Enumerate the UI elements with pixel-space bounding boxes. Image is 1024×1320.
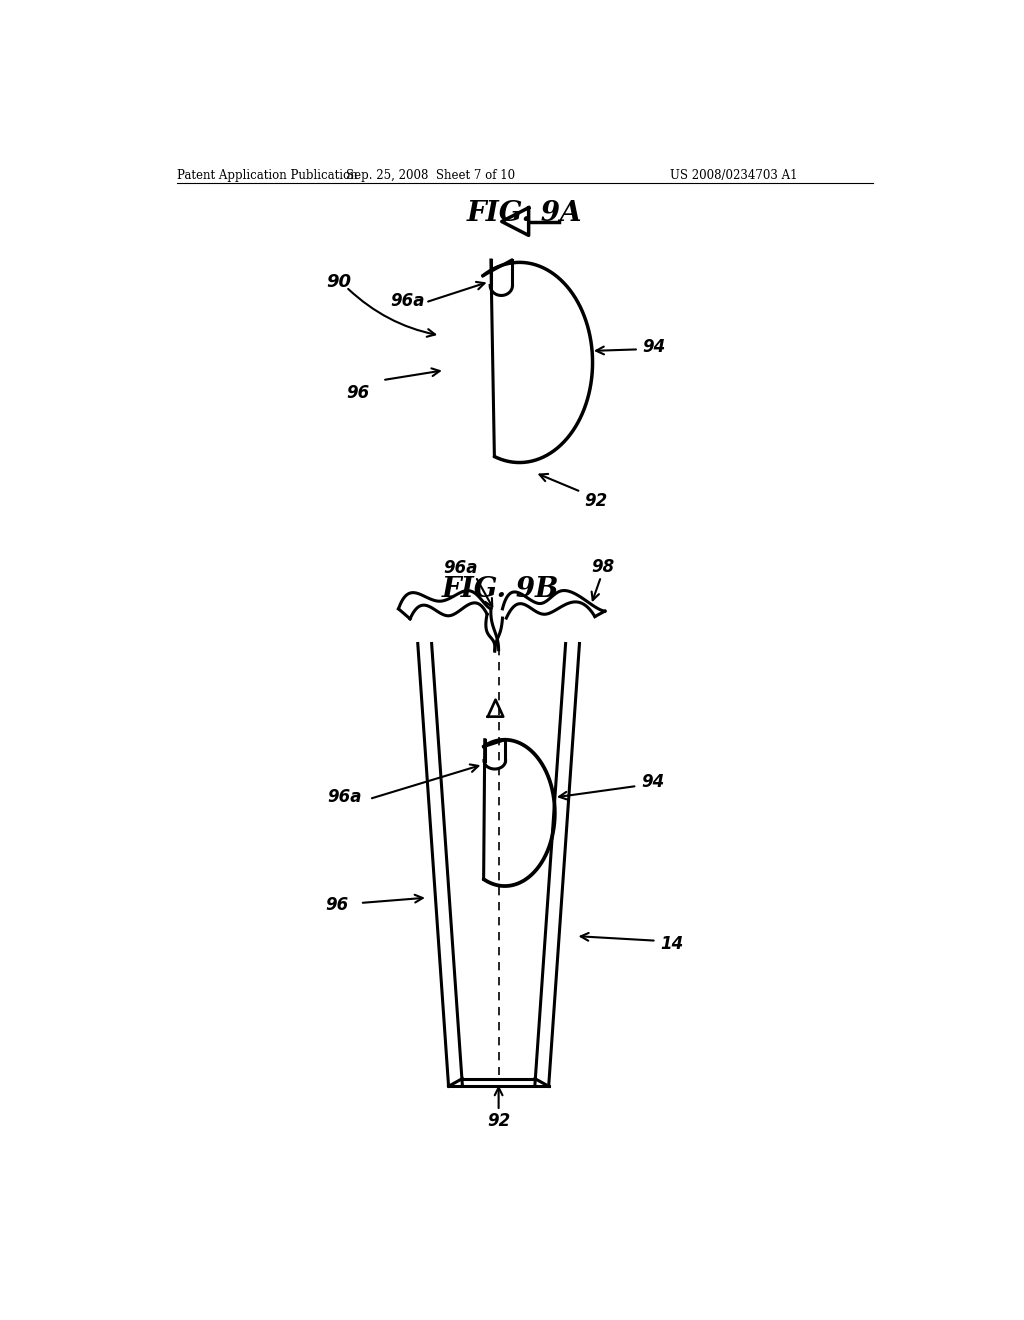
Text: US 2008/0234703 A1: US 2008/0234703 A1 — [670, 169, 797, 182]
Text: 92: 92 — [487, 1111, 510, 1130]
Text: Patent Application Publication: Patent Application Publication — [177, 169, 357, 182]
Text: 90: 90 — [326, 273, 351, 290]
Text: FIG. 9B: FIG. 9B — [441, 576, 559, 603]
Text: 14: 14 — [660, 935, 683, 953]
Text: 98: 98 — [591, 557, 614, 576]
Text: FIG. 9A: FIG. 9A — [467, 201, 583, 227]
Text: 96a: 96a — [328, 788, 361, 807]
Text: 96: 96 — [326, 896, 348, 915]
Text: 92: 92 — [585, 492, 608, 510]
Text: 96: 96 — [346, 384, 370, 403]
Text: Sep. 25, 2008  Sheet 7 of 10: Sep. 25, 2008 Sheet 7 of 10 — [346, 169, 515, 182]
Text: 96a: 96a — [442, 560, 477, 577]
Text: 94: 94 — [642, 338, 666, 356]
Text: 96a: 96a — [390, 292, 425, 310]
Text: 94: 94 — [641, 774, 665, 791]
